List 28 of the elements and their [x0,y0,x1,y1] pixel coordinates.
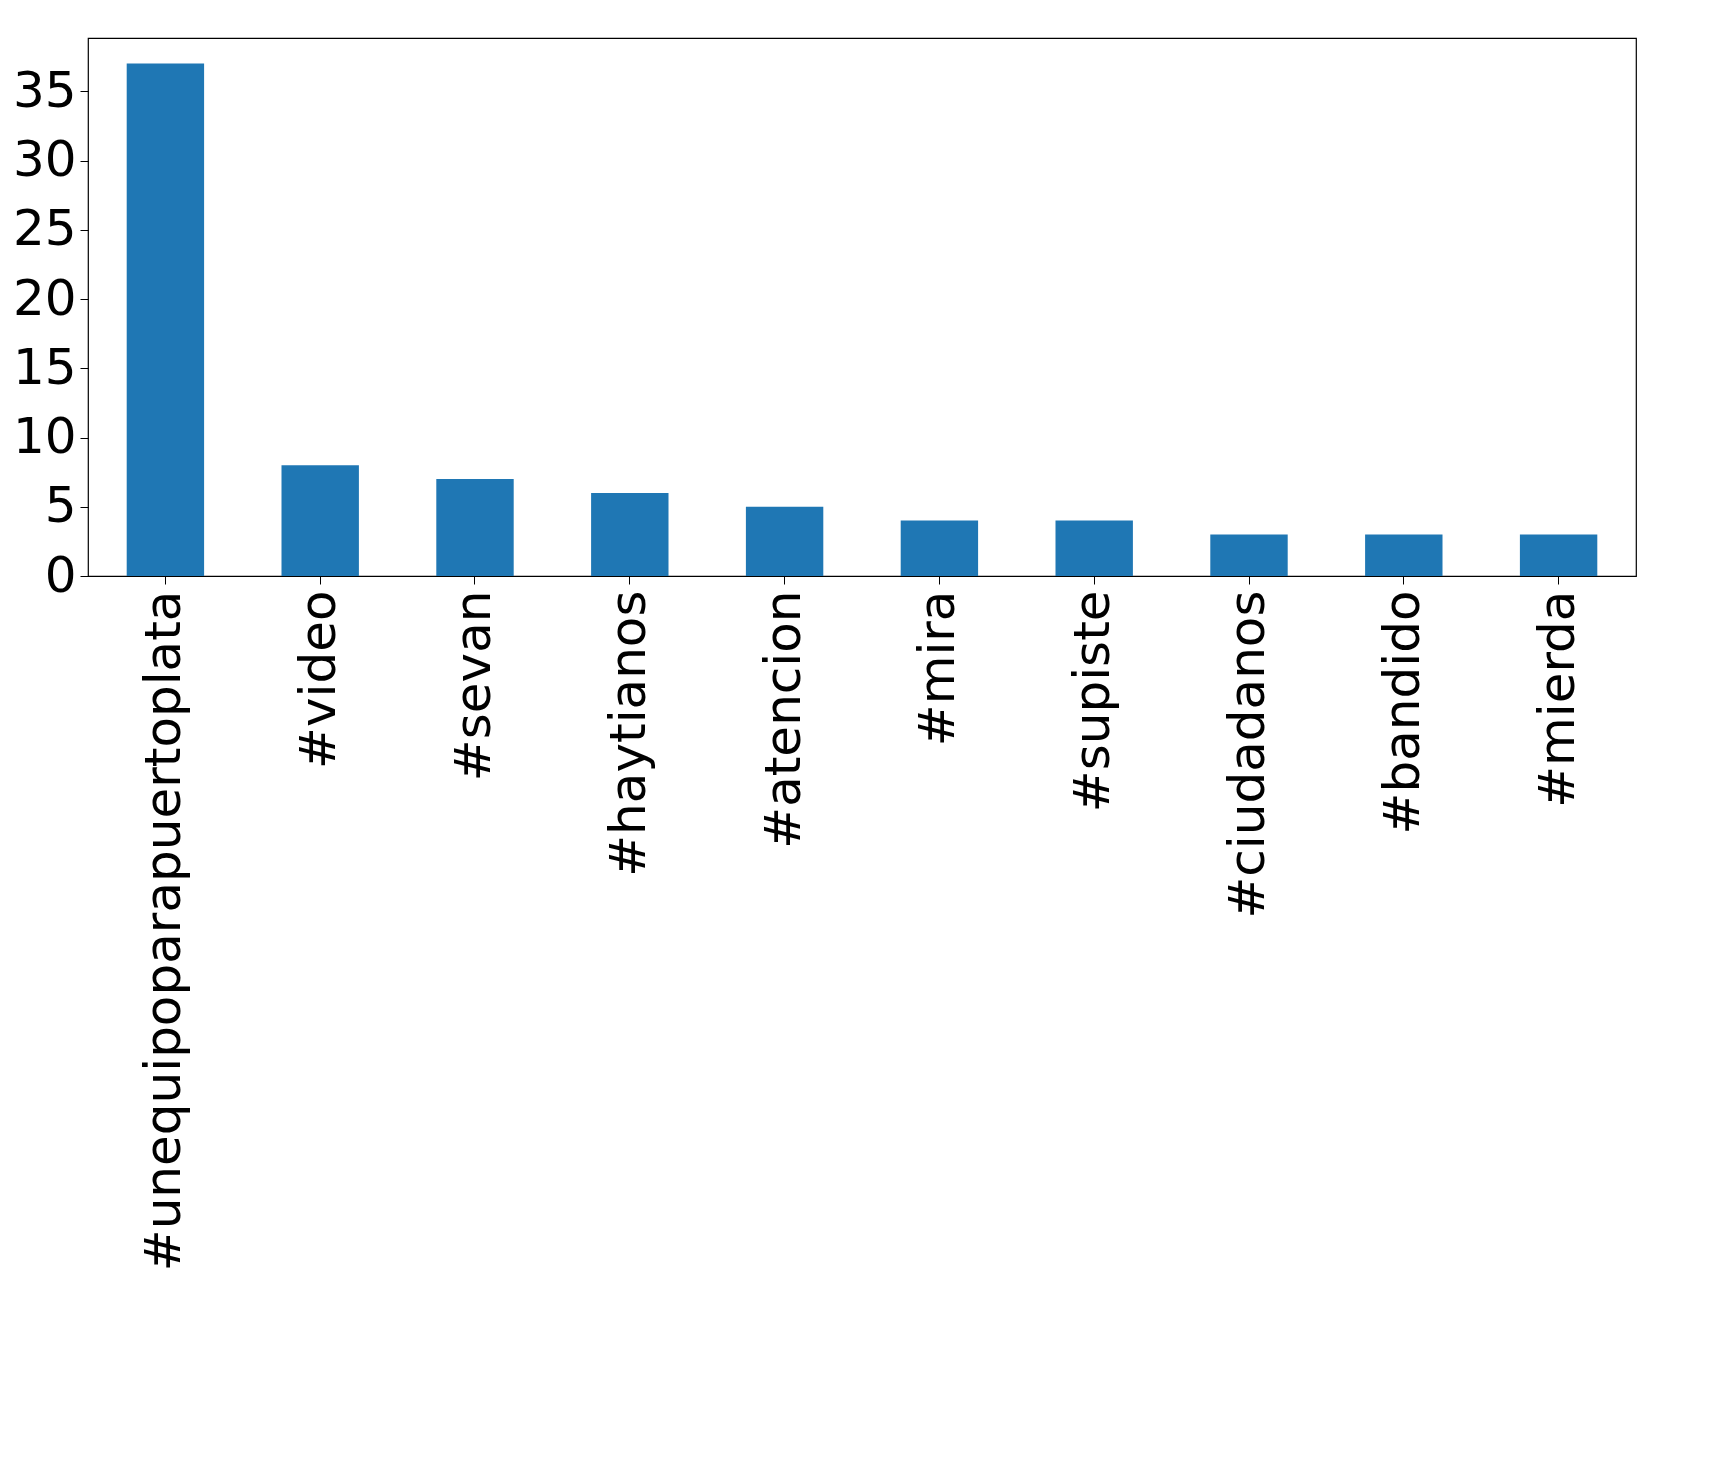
x-tick-label: #bandido [1372,590,1431,835]
y-tick-label: 10 [12,407,77,466]
bar [900,520,979,576]
bar [281,465,359,576]
bar [1210,534,1288,576]
y-tick-label: 35 [12,60,77,119]
x-tick-label: #mira [908,590,967,747]
x-tick-label: #sevan [444,590,502,782]
y-tick-label: 20 [12,268,77,327]
bar [591,492,669,576]
x-tick-label: #supiste [1063,590,1122,813]
x-tick-label: #unequipoparapuertoplata [134,590,193,1272]
x-tick-label: #atencion [753,590,812,849]
y-tick-label: 15 [12,337,77,396]
bar [745,506,824,576]
bar [1519,534,1598,576]
y-tick-label: 25 [12,199,77,258]
bar [1365,534,1443,576]
x-tick-label: #ciudadanos [1218,590,1276,919]
y-tick-label: 0 [44,545,77,604]
bar [126,63,205,576]
y-tick-label: 5 [44,476,77,535]
y-tick-label: 30 [12,130,77,189]
bar [436,479,514,576]
x-tick-label: #video [289,590,348,769]
x-tick-label: #haytianos [598,590,657,877]
bar [1055,520,1133,576]
x-tick-label: #mierda [1527,590,1586,808]
